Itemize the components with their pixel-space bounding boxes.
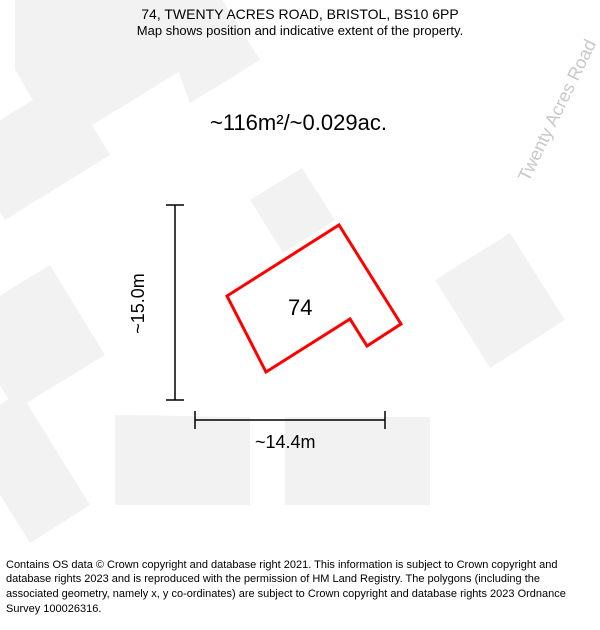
property-number-label: 74	[288, 295, 312, 321]
header: 74, TWENTY ACRES ROAD, BRISTOL, BS10 6PP…	[0, 0, 600, 38]
copyright-footer: Contains OS data © Crown copyright and d…	[0, 554, 600, 625]
map-canvas: Twenty Acres Road ~116m²/~0.029ac. 74 ~1…	[0, 0, 600, 625]
property-boundary	[227, 225, 401, 372]
page-subtitle: Map shows position and indicative extent…	[0, 23, 600, 38]
area-measurement: ~116m²/~0.029ac.	[210, 110, 387, 136]
page-title: 74, TWENTY ACRES ROAD, BRISTOL, BS10 6PP	[0, 6, 600, 22]
height-dimension-label: ~15.0m	[128, 273, 149, 334]
width-dimension-label: ~14.4m	[255, 432, 316, 453]
